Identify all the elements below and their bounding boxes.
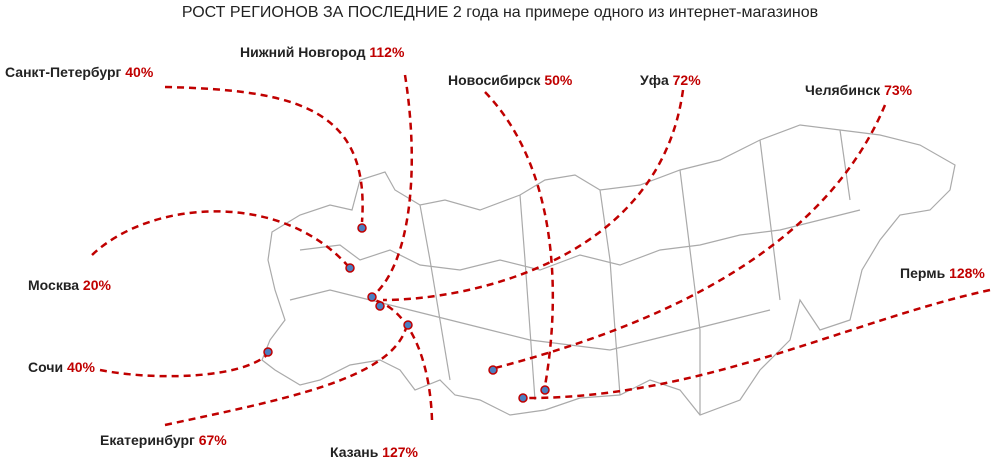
city-label: Сочи 40% [28,359,96,375]
city-dot [263,347,273,357]
city-label: Санкт-Петербург 40% [5,64,154,80]
city-growth: 112% [365,44,404,60]
city-name: Сочи [28,359,63,375]
city-dot [345,263,355,273]
city-dots [263,223,550,403]
city-dot [488,365,498,375]
city-dot [540,385,550,395]
city-label: Новосибирск 50% [448,72,573,88]
city-name: Нижний Новгород [240,44,366,60]
city-name: Санкт-Петербург [5,64,122,80]
city-name: Екатеринбург [100,432,195,448]
city-name: Уфа [640,72,669,88]
city-name: Новосибирск [448,72,541,88]
city-label: Уфа 72% [640,72,701,88]
city-dot [403,320,413,330]
city-growth: 127% [378,444,418,460]
city-label: Екатеринбург 67% [100,432,227,448]
city-dot [375,301,385,311]
city-dot [518,393,528,403]
city-growth: 73% [880,82,912,98]
city-name: Москва [28,277,79,293]
city-label: Пермь 128% [900,265,985,281]
city-growth: 128% [945,265,985,281]
city-growth: 67% [195,432,227,448]
city-label: Казань 127% [330,444,419,460]
title: РОСТ РЕГИОНОВ ЗА ПОСЛЕДНИЕ 2 года на при… [182,4,818,21]
russia-map [261,124,956,416]
city-name: Челябинск [805,82,881,98]
city-growth: 40% [121,64,153,80]
city-growth: 20% [79,277,111,293]
city-labels: Санкт-Петербург 40%Нижний Новгород 112%Н… [5,44,985,460]
city-label: Нижний Новгород 112% [240,44,405,60]
city-dot [357,223,367,233]
city-dot [367,292,377,302]
routes [91,74,991,427]
city-label: Москва 20% [28,277,111,293]
city-growth: 50% [540,72,572,88]
city-name: Казань [330,444,379,460]
city-growth: 72% [669,72,701,88]
city-growth: 40% [63,359,95,375]
city-label: Челябинск 73% [805,82,913,98]
city-name: Пермь [900,265,946,281]
